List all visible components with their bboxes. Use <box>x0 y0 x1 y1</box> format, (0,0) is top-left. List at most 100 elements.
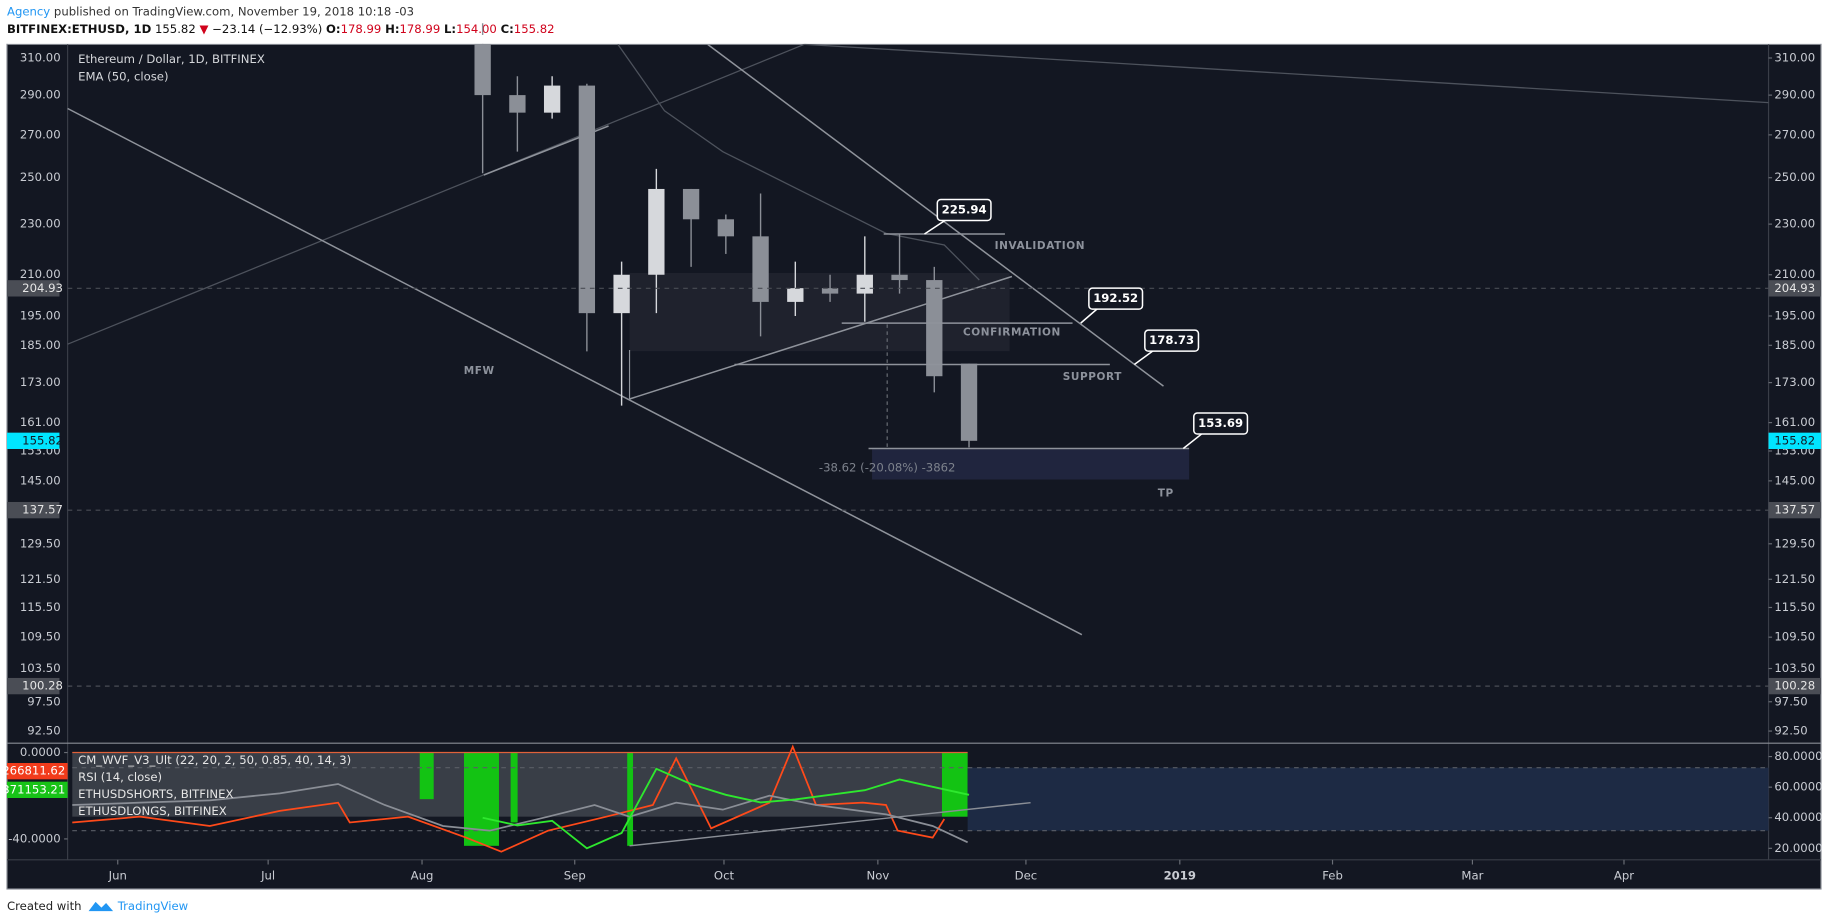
y-tick-label: 250.00 <box>1774 170 1815 184</box>
trendline <box>707 43 1164 387</box>
study-legend: ETHUSDLONGS, BITFINEX <box>78 804 227 818</box>
price-badge <box>1768 280 1822 297</box>
ema-line <box>617 43 980 281</box>
low: 154.00 <box>456 22 497 36</box>
symbol: BITFINEX:ETHUSD, 1D <box>7 22 152 36</box>
change: −23.14 (−12.93%) <box>212 22 322 36</box>
candle-body <box>717 219 734 237</box>
note-support: SUPPORT <box>1063 371 1122 383</box>
price-badge-label: 137.57 <box>1774 503 1815 517</box>
y-tick-label: 161.00 <box>1774 415 1815 429</box>
candle-body <box>613 274 630 314</box>
candle-body <box>891 274 908 281</box>
tradingview-logo <box>88 901 114 912</box>
x-tick-label: 2019 <box>1164 869 1196 883</box>
y-tick-label: 0.0000 <box>20 745 61 759</box>
y-tick-label: 103.50 <box>20 661 61 675</box>
trendline <box>67 43 805 345</box>
y-tick-label: 115.50 <box>1774 600 1815 614</box>
trendline <box>629 801 1031 847</box>
y-tick-label: 97.50 <box>27 694 60 708</box>
y-tick-label: 310.00 <box>1774 50 1815 64</box>
x-tick-label: Nov <box>866 869 889 883</box>
price-badge-label: 137.57 <box>22 503 63 517</box>
axis-gap <box>7 35 1821 44</box>
candle-body <box>682 188 700 220</box>
study-title: EMA (50, close) <box>78 69 168 83</box>
x-tick-label: Sep <box>564 869 586 883</box>
range-zone <box>629 273 1010 352</box>
callout-pointer <box>1182 432 1204 450</box>
y-tick-label: 290.00 <box>20 88 61 102</box>
price-badge-label: 155.82 <box>1774 433 1815 447</box>
y-tick-label: 145.00 <box>1774 473 1815 487</box>
o-label: O: <box>326 22 341 36</box>
y-tick-label: 103.50 <box>1774 661 1815 675</box>
x-tick-label: Apr <box>1614 869 1634 883</box>
x-tick-label: Jul <box>260 869 275 883</box>
y-tick-label: 115.50 <box>20 600 61 614</box>
callout-pointer <box>1080 307 1099 324</box>
wvf-signal <box>419 752 434 800</box>
trendline <box>804 43 1769 104</box>
price-badge <box>1768 432 1822 449</box>
last: 155.82 <box>155 22 196 36</box>
y-tick-label: 145.00 <box>20 473 61 487</box>
shorts-line <box>72 744 946 853</box>
candle-body <box>856 274 873 294</box>
callout-box <box>1193 412 1249 435</box>
l-label: L: <box>444 22 456 36</box>
chart-title: Ethereum / Dollar, 1D, BITFINEX <box>78 52 265 66</box>
footer-brand[interactable]: TradingView <box>117 899 189 913</box>
candle-body <box>648 188 665 275</box>
callout-box <box>936 198 992 222</box>
price-badge <box>6 677 60 695</box>
x-tick-label: Dec <box>1015 869 1038 883</box>
published: published on TradingView.com, November 1… <box>54 4 414 18</box>
y-tick-label: 290.00 <box>1774 88 1815 102</box>
value-badge-label: 266811.62 <box>2 764 65 778</box>
y-tick-label: 92.50 <box>27 724 60 738</box>
candle-body <box>509 95 526 113</box>
price-badge-label: 155.82 <box>22 433 63 447</box>
c-label: C: <box>501 22 514 36</box>
rsi-band <box>967 767 1769 831</box>
y-tick-label: 310.00 <box>20 50 61 64</box>
x-tick-label: Oct <box>714 869 735 883</box>
value-badge <box>6 763 68 780</box>
y-tick-label: 210.00 <box>1774 267 1815 281</box>
y-tick-label: 185.00 <box>1774 338 1815 352</box>
header-line: Agency published on TradingView.com, Nov… <box>7 4 414 18</box>
candle-body <box>752 236 769 302</box>
y-tick-label: 185.00 <box>20 338 61 352</box>
price-badge-label: 100.28 <box>1774 679 1815 693</box>
price-badge <box>6 432 60 449</box>
note-confirmation: CONFIRMATION <box>963 326 1061 338</box>
quote-line: BITFINEX:ETHUSD, 1D 155.82 ▼ −23.14 (−12… <box>7 22 555 36</box>
candle-body <box>543 85 561 113</box>
callout-label: 192.52 <box>1093 291 1138 305</box>
measure-box <box>872 449 1190 480</box>
y-tick-label: 195.00 <box>20 308 61 322</box>
candle-body <box>960 363 978 441</box>
note-invalidation: INVALIDATION <box>995 240 1085 252</box>
note-mfw: MFW <box>464 365 495 377</box>
y-tick-label: 250.00 <box>20 170 61 184</box>
y-tick-label: 161.00 <box>20 415 61 429</box>
candle-body <box>821 288 839 294</box>
y-tick-label: 121.50 <box>20 572 61 586</box>
value-badge-label: 371153.21 <box>2 782 65 796</box>
price-badge-label: 100.28 <box>22 679 63 693</box>
y-tick-label: 270.00 <box>20 127 61 141</box>
y-tick-label: 129.50 <box>20 536 61 550</box>
candle-body <box>578 85 596 314</box>
trendline <box>629 275 1013 400</box>
author[interactable]: Agency <box>7 4 50 18</box>
y-tick-label: -40.0000 <box>8 831 60 845</box>
longs-line <box>72 783 968 844</box>
wvf-signal <box>463 752 499 846</box>
measure-label: -38.62 (-20.08%) -3862 <box>819 460 956 474</box>
y-tick-label: 92.50 <box>1774 724 1807 738</box>
